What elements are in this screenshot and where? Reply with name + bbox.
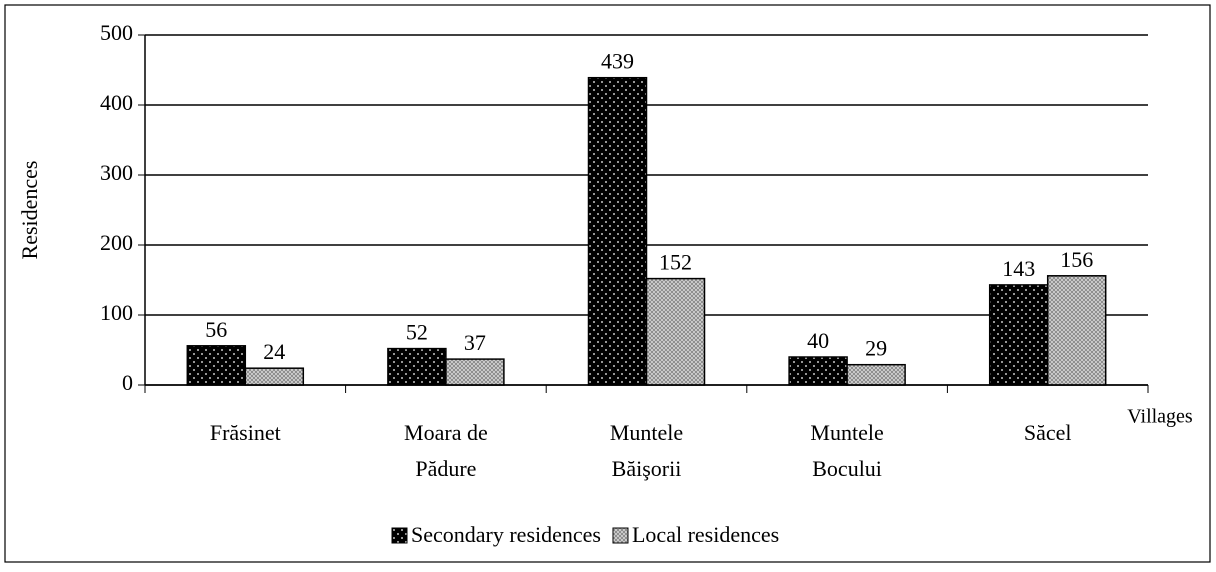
data-label: 24: [263, 339, 285, 364]
data-label: 37: [464, 330, 486, 355]
x-tick-label: Săcel: [1024, 420, 1072, 445]
data-label: 29: [865, 336, 887, 361]
data-label: 52: [406, 320, 428, 345]
bar: [1046, 275, 1107, 386]
legend-swatch: [391, 527, 408, 544]
y-tick-label: 400: [100, 90, 133, 115]
y-axis-label: Residences: [17, 161, 42, 260]
data-label: 40: [807, 328, 829, 353]
bar: [244, 367, 305, 386]
frame: [4, 4, 1211, 563]
x-tick-label: Muntele Bocului: [810, 420, 883, 481]
data-label: 439: [601, 49, 634, 74]
y-tick-label: 0: [122, 370, 133, 395]
data-label: 56: [205, 317, 227, 342]
bar: [587, 76, 648, 386]
data-label: 152: [659, 250, 692, 275]
bar: [387, 347, 447, 386]
data-label: 143: [1002, 256, 1035, 281]
bar: [645, 277, 706, 386]
legend-swatch: [612, 527, 629, 544]
x-tick-label: Muntele Băişorii: [610, 420, 683, 481]
y-tick-label: 500: [100, 20, 133, 45]
data-label: 156: [1060, 247, 1093, 272]
y-tick-label: 200: [100, 230, 133, 255]
bar: [445, 358, 505, 386]
bar: [988, 284, 1049, 386]
x-tick-label: Moara de Pădure: [404, 420, 488, 481]
y-tick-label: 100: [100, 300, 133, 325]
bar: [788, 356, 848, 386]
bar: [846, 363, 906, 386]
legend-label: Local residences: [632, 522, 779, 547]
bar: [186, 345, 247, 386]
legend-label: Secondary residences: [411, 522, 601, 547]
x-axis-label: Villages: [1127, 406, 1193, 428]
x-tick-label: Frăsinet: [210, 420, 281, 445]
y-tick-label: 300: [100, 160, 133, 185]
